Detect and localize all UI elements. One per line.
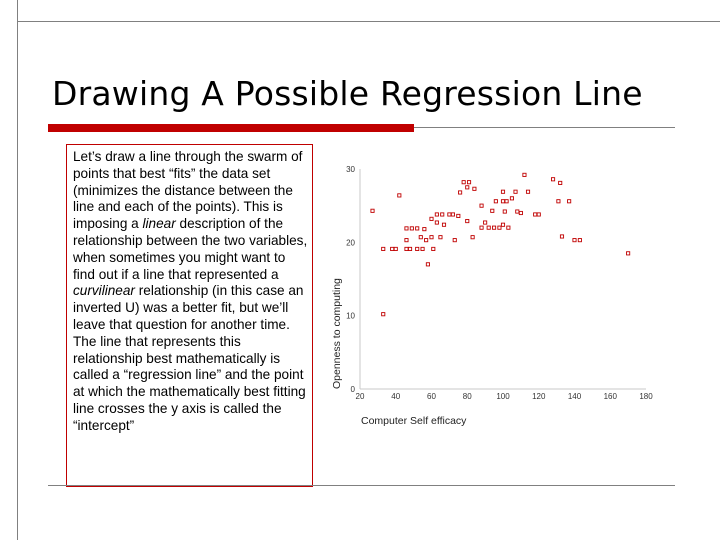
data-point (536, 212, 541, 217)
y-tick-labels: 30 20 10 0 (346, 165, 355, 394)
data-point (407, 246, 413, 251)
x-tick-label: 140 (568, 392, 582, 401)
data-point (429, 235, 434, 240)
y-axis-label: Openness to computing (331, 278, 343, 389)
data-point (409, 226, 414, 231)
data-point (559, 234, 565, 239)
scatter-points (370, 172, 631, 317)
data-point (550, 177, 556, 182)
x-tick-label: 80 (463, 392, 472, 401)
data-point (567, 199, 572, 204)
data-point (525, 189, 531, 194)
data-point (502, 209, 507, 214)
slide-frame-top (17, 21, 720, 22)
data-point (424, 238, 429, 243)
data-point (465, 219, 470, 224)
data-point (493, 199, 498, 204)
x-tick-label: 160 (604, 392, 618, 401)
slide-title: Drawing A Possible Regression Line (52, 74, 643, 113)
data-point (518, 210, 523, 216)
data-point (458, 190, 463, 195)
x-axis-label: Computer Self efficacy (361, 415, 467, 427)
data-point (515, 209, 520, 214)
explanation-text-box: Let’s draw a line through the swarm of p… (66, 144, 313, 487)
data-point (422, 227, 427, 232)
scatter-chart-svg: Openness to computing Computer Self effi… (331, 165, 654, 427)
data-point (470, 235, 475, 240)
data-point (418, 235, 423, 240)
data-point (381, 246, 386, 251)
data-point (500, 199, 506, 204)
data-point (434, 220, 439, 225)
data-point (509, 196, 514, 201)
data-point (452, 238, 457, 243)
data-point (500, 189, 506, 194)
data-point (626, 251, 631, 256)
data-point (390, 246, 395, 251)
data-point (381, 312, 386, 317)
explanation-text-part-3: relationship (in this case an inverted U… (73, 283, 306, 433)
explanation-text-part-2: description of the relationship between … (73, 216, 308, 282)
data-point (506, 225, 511, 230)
data-point (490, 208, 495, 213)
data-point (456, 213, 461, 218)
data-point (415, 246, 420, 251)
data-point (497, 225, 502, 230)
title-underline-rule (414, 127, 675, 128)
data-point (450, 212, 455, 217)
data-point (425, 262, 430, 267)
title-underline-accent (48, 124, 414, 132)
data-point (429, 216, 434, 221)
x-tick-labels: 20 40 60 80 100 120 140 160 180 (356, 392, 654, 401)
slide-frame-left (0, 0, 18, 540)
explanation-text-part-1: Let’s draw a line through the swarm of p… (73, 149, 303, 232)
data-point (504, 199, 509, 204)
data-point (404, 226, 409, 231)
data-point (472, 186, 477, 191)
data-point (483, 220, 488, 225)
data-point (415, 226, 420, 231)
y-tick-label: 0 (351, 385, 356, 394)
data-point (486, 225, 491, 230)
data-point (533, 212, 538, 217)
data-point (558, 180, 563, 185)
data-point (461, 180, 466, 185)
x-tick-label: 100 (496, 392, 510, 401)
y-tick-label: 20 (346, 238, 355, 247)
slide-bottom-rule (48, 485, 675, 486)
y-tick-label: 30 (346, 165, 355, 174)
data-point (492, 225, 497, 230)
data-point (370, 208, 375, 213)
data-point (441, 222, 447, 227)
data-point (404, 246, 409, 251)
data-point (577, 238, 582, 243)
data-point (513, 189, 518, 194)
data-point (440, 212, 445, 217)
data-point (479, 225, 484, 230)
data-point (466, 180, 472, 185)
data-point (479, 203, 484, 208)
data-point (434, 212, 439, 217)
x-tick-label: 180 (639, 392, 653, 401)
x-tick-label: 120 (532, 392, 546, 401)
data-point (404, 238, 409, 243)
scatter-chart: Openness to computing Computer Self effi… (326, 153, 654, 435)
data-point (556, 199, 561, 204)
emphasis-linear: linear (142, 216, 176, 232)
data-point (500, 222, 506, 227)
data-point (465, 185, 470, 190)
data-point (420, 246, 425, 251)
data-point (438, 235, 443, 240)
y-tick-label: 10 (346, 312, 355, 321)
data-point (522, 172, 527, 177)
x-tick-label: 60 (427, 392, 436, 401)
data-point (397, 193, 402, 198)
data-point (572, 238, 577, 243)
x-tick-label: 40 (391, 392, 400, 401)
data-point (393, 246, 398, 251)
x-tick-label: 20 (356, 392, 365, 401)
data-point (447, 212, 452, 217)
emphasis-curvilinear: curvilinear (73, 283, 135, 299)
data-point (431, 246, 436, 251)
